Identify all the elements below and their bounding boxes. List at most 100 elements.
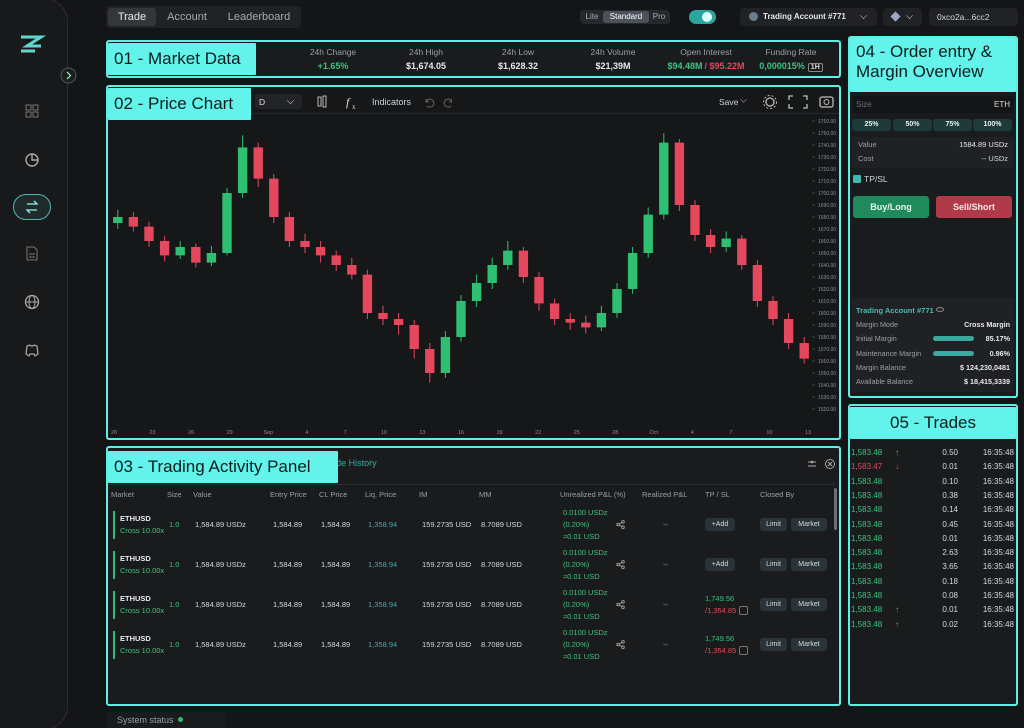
unrealized-pnl: 0.0100 USDz <box>563 508 608 517</box>
unrealized-pnl-usd: ≈0.01 USD <box>563 652 600 661</box>
share-icon[interactable] <box>616 600 625 609</box>
close-market-button[interactable]: Market <box>791 638 827 651</box>
scrollbar[interactable] <box>834 488 837 530</box>
y-tick-label: 1680.00 <box>818 215 836 221</box>
entry-price: 1,584.89 <box>273 520 303 529</box>
nav-tab[interactable]: Account <box>167 11 207 23</box>
trade-size: 0.08 <box>942 591 958 600</box>
share-icon[interactable] <box>616 520 625 529</box>
sell-button[interactable]: Sell/Short <box>936 196 1012 218</box>
candle-body <box>627 253 638 289</box>
candle-body <box>596 313 607 328</box>
candle-body <box>643 214 653 253</box>
x-tick-label: 4 <box>691 430 694 436</box>
nav-icon-globe[interactable] <box>24 294 40 310</box>
annotation-frame <box>106 40 841 78</box>
eye-icon[interactable] <box>936 307 944 312</box>
close-limit-button[interactable]: Limit <box>760 598 787 611</box>
leverage: Cross 10.00x <box>120 646 165 655</box>
stat-value-secondary: / $95.22M <box>704 61 745 71</box>
trades-panel <box>848 404 1018 706</box>
tpsl-checkbox[interactable] <box>853 175 861 183</box>
add-tpsl-button[interactable]: +Add <box>705 558 735 571</box>
candle-body <box>565 319 575 323</box>
percent-button[interactable]: 100% <box>973 119 1012 131</box>
percent-button[interactable]: 50% <box>893 119 932 131</box>
y-tick-label: 1600.00 <box>818 311 836 317</box>
stat-label: 24h High <box>408 47 444 57</box>
activity-tab[interactable]: Trade History <box>323 458 377 468</box>
value: 1,584.89 USDz <box>195 560 246 569</box>
mm: 8.7089 USD <box>481 640 522 649</box>
unrealized-pnl-usd: ≈0.01 USD <box>563 572 600 581</box>
logo[interactable] <box>18 33 46 55</box>
stat-label: Funding Rate <box>765 47 817 57</box>
activity-icons[interactable] <box>806 458 838 470</box>
account-title: Trading Account #771 <box>856 306 934 315</box>
candle-body <box>783 319 794 343</box>
stat-value: $21,39M <box>543 62 683 71</box>
x-tick-label: 10 <box>381 430 387 436</box>
market: ETHUSD <box>120 514 151 523</box>
nav-icon-portfolio[interactable] <box>24 152 40 168</box>
column-header: Realized P&L <box>642 490 688 499</box>
add-tpsl-button[interactable]: +Add <box>705 518 735 531</box>
close-market-button[interactable]: Market <box>791 558 827 571</box>
x-tick-label: Oct <box>649 430 658 436</box>
value: 1584.89 USDz <box>959 140 1008 149</box>
nav-trade-selected[interactable] <box>13 194 51 220</box>
close-market-button[interactable]: Market <box>791 598 827 611</box>
trade-size: 0.50 <box>942 448 958 457</box>
wallet-button[interactable] <box>929 8 1018 26</box>
nav-tab[interactable]: Leaderboard <box>227 11 291 23</box>
stat-label: Open Interest <box>680 47 732 57</box>
mode-option[interactable]: Lite <box>585 12 599 21</box>
mode-option[interactable]: Standard <box>603 11 649 23</box>
close-market-button[interactable]: Market <box>791 518 827 531</box>
collapse-button[interactable] <box>60 67 77 84</box>
candle-body <box>799 343 809 359</box>
close-limit-button[interactable]: Limit <box>760 638 787 651</box>
nav-tab[interactable]: Trade <box>108 8 156 26</box>
stat-value: +1.65% <box>263 62 403 71</box>
nav-icon-dashboard[interactable] <box>25 104 39 118</box>
y-tick-label: 1670.00 <box>818 227 836 233</box>
y-tick-label: 1610.00 <box>818 299 836 305</box>
close-limit-button[interactable]: Limit <box>760 558 787 571</box>
nav-icon-docs[interactable] <box>25 246 39 261</box>
buy-button[interactable]: Buy/Long <box>853 196 929 218</box>
candle-body <box>752 265 763 301</box>
trade-price: 1,583.48 <box>851 548 883 558</box>
interval-select[interactable]: 1H <box>807 63 823 72</box>
close-limit-button[interactable]: Limit <box>760 518 787 531</box>
annotation-label: 01 - Market Data <box>108 43 256 75</box>
candle-body <box>300 241 310 247</box>
size: 1.0 <box>169 560 180 569</box>
toolbar-right-icons[interactable] <box>760 93 836 111</box>
network-dropdown[interactable] <box>883 8 922 26</box>
edit-tpsl[interactable] <box>739 646 748 655</box>
save-button[interactable]: Save <box>719 97 739 107</box>
trade-price: 1,583.48 <box>851 619 883 629</box>
share-icon[interactable] <box>616 560 625 569</box>
nav-icon-discord[interactable] <box>24 343 40 357</box>
percent-button[interactable]: 25% <box>852 119 891 131</box>
indicators-button[interactable]: Indicators <box>372 97 412 107</box>
interval-dropdown[interactable] <box>255 94 302 109</box>
realized-pnl: -- <box>663 640 668 649</box>
candle-body <box>612 289 622 313</box>
cl-price: 1,584.89 <box>321 600 351 609</box>
size-input[interactable] <box>852 96 1014 113</box>
edit-tpsl[interactable] <box>739 606 748 615</box>
share-icon[interactable] <box>616 640 625 649</box>
mode-option[interactable]: Pro <box>652 12 666 21</box>
percent-button[interactable]: 75% <box>933 119 972 131</box>
nav-icon-trade[interactable] <box>25 200 39 214</box>
candle-body <box>206 253 217 263</box>
x-tick-label: 7 <box>344 430 347 436</box>
x-tick-label: 23 <box>149 430 155 436</box>
account-name: Trading Account #771 <box>763 12 846 21</box>
stop-loss: /1,354.85 <box>705 606 737 615</box>
account-dropdown[interactable] <box>740 8 877 26</box>
